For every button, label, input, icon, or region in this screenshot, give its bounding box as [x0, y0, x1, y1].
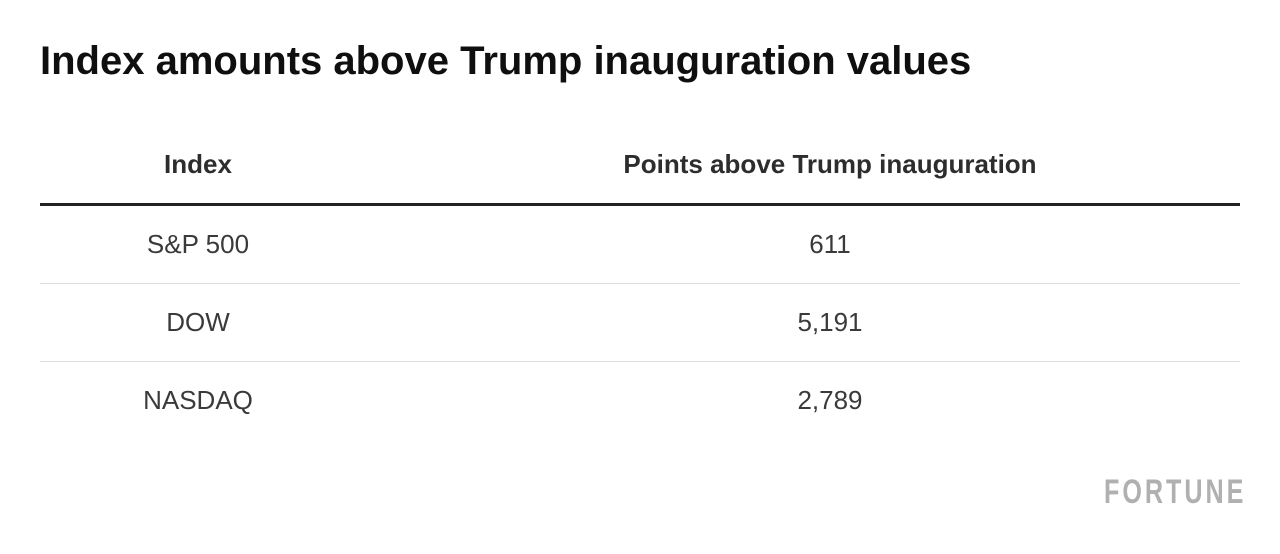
- table-header-row: Index Points above Trump inauguration: [40, 124, 1240, 206]
- column-header-points: Points above Trump inauguration: [623, 149, 1037, 179]
- index-table: Index Points above Trump inauguration S&…: [40, 124, 1240, 439]
- index-name: S&P 500: [146, 229, 250, 259]
- fortune-logo: FORTUNE: [1103, 472, 1246, 512]
- table-row-dow: DOW 5,191: [40, 283, 1240, 361]
- column-header-index: Index: [164, 149, 232, 179]
- index-name: NASDAQ: [143, 385, 253, 415]
- points-value: 2,789: [797, 385, 863, 415]
- chart-title: Index amounts above Trump inauguration v…: [40, 39, 972, 83]
- points-value: 611: [809, 229, 851, 259]
- table-row-nasdaq: NASDAQ 2,789: [40, 361, 1240, 439]
- index-name: DOW: [166, 307, 230, 337]
- table-row-sp500: S&P 500 611: [40, 206, 1240, 283]
- points-value: 5,191: [797, 307, 863, 337]
